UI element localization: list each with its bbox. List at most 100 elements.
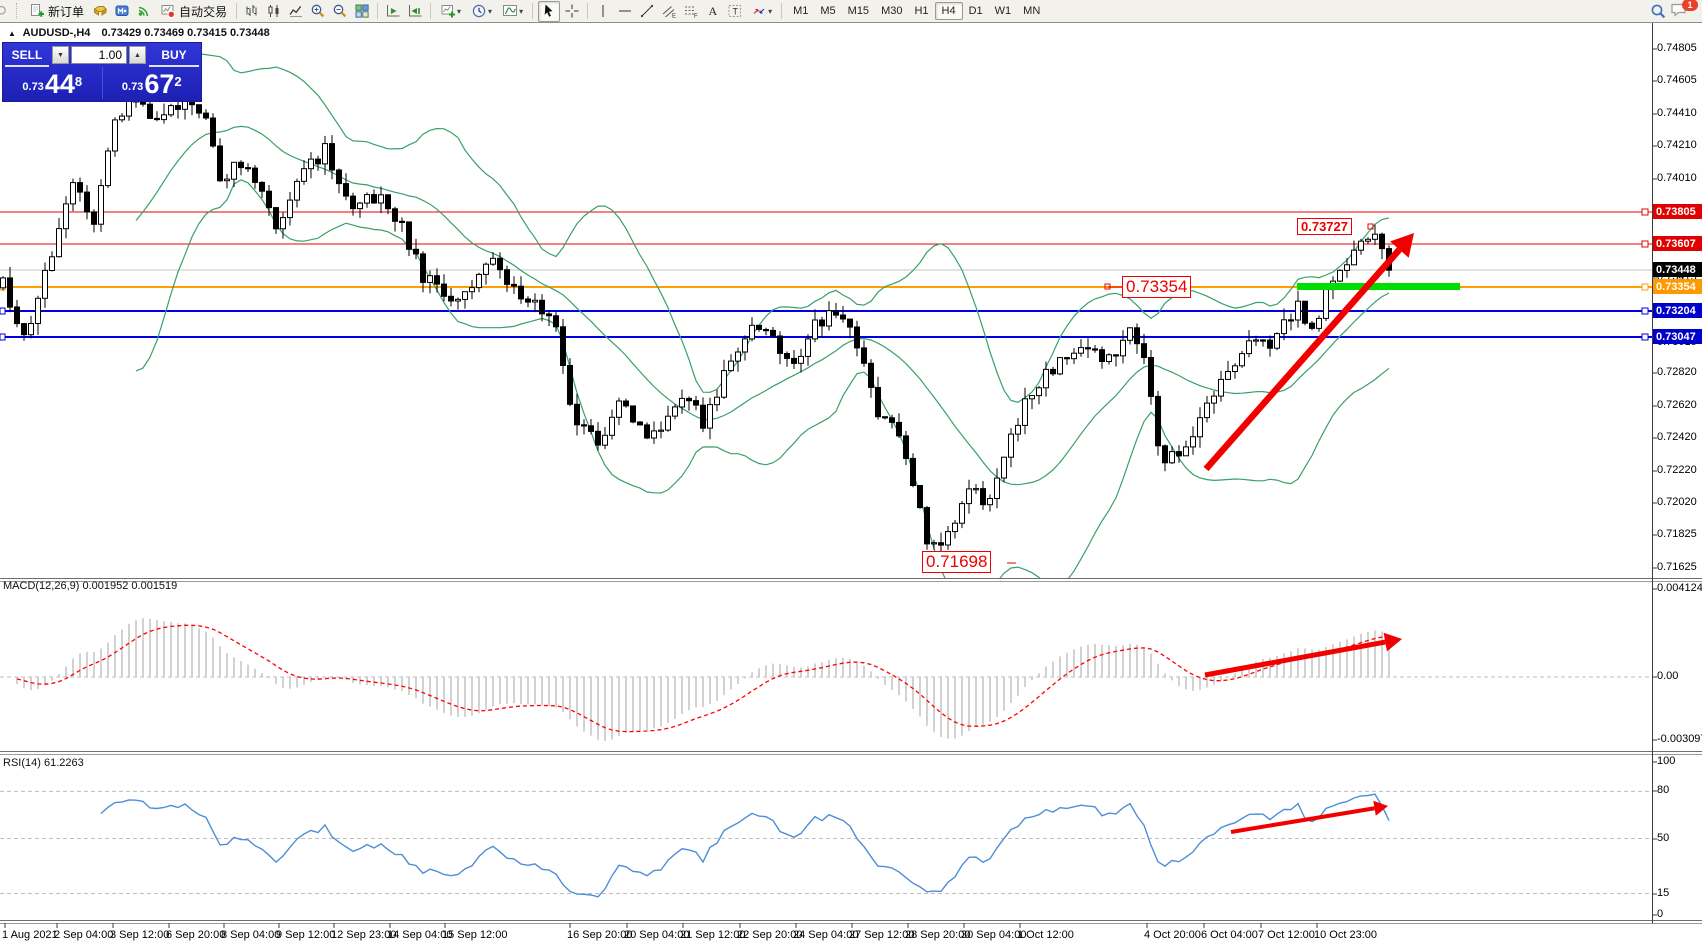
text-icon[interactable]: A [703,2,723,21]
macd-histogram [16,618,1390,741]
date-label: 8 Sep 04:00 [221,929,281,941]
community-icon[interactable] [112,2,132,21]
toolbar-separator [587,3,589,19]
line-chart-icon[interactable] [286,2,306,21]
sell-price-big: 44 [44,69,75,99]
autotrading-icon [161,5,176,19]
price-badge-0.73047: 0.73047 [1653,329,1702,344]
new-order-button[interactable]: 新订单 [25,2,88,21]
bar-chart-icon[interactable] [242,2,262,21]
timeframe-d1[interactable]: D1 [968,5,983,17]
chart-shift-icon[interactable] [405,2,425,21]
auto-trading-button[interactable]: 自动交易 [156,2,231,21]
green-highlight-bar[interactable] [1297,283,1460,290]
date-label: 20 Sep 04:00 [624,929,690,941]
bollinger-bands [135,43,1390,578]
timeframe-w1[interactable]: W1 [994,5,1012,17]
zoom-in-icon[interactable] [308,2,328,21]
toolbar-separator [532,3,534,19]
date-label: 14 Sep 04:00 [387,929,453,941]
trend-arrow[interactable] [1230,800,1388,834]
macd-tick-0.004124: 0.004124 [1657,582,1702,594]
equidistant-channel-icon[interactable]: E [659,2,679,21]
chevron-down-icon: ▾ [488,6,493,16]
trendline-icon[interactable] [637,2,657,21]
price-tick-0.74605: 0.74605 [1657,74,1697,86]
macd-tick--0.003097: -0.003097 [1657,733,1702,745]
buy-price[interactable]: 0.73 67 2 [103,67,202,99]
rsi-line [100,793,1390,898]
search-icon[interactable] [1648,2,1668,21]
svg-text:A: A [709,4,718,18]
sell-price-pip: 8 [74,74,83,89]
arrows-tool-button[interactable]: ▾ [747,2,776,21]
zoom-out-icon[interactable] [330,2,350,21]
text-label-icon[interactable]: T [725,2,745,21]
timeframe-h1[interactable]: H1 [914,5,929,17]
date-label: 9 Sep 12:00 [276,929,336,941]
signal-icon[interactable] [134,2,154,21]
date-label: 15 Sep 12:00 [442,929,508,941]
timeframe-mn[interactable]: MN [1023,5,1041,17]
price-tick-0.71825: 0.71825 [1657,528,1697,540]
notification-badge: 1 [1682,0,1698,11]
new-chart-button[interactable]: ▾ [436,2,465,21]
date-label: 28 Sep 20:00 [905,929,971,941]
price-tick-0.74410: 0.74410 [1657,107,1697,119]
date-label: 7 Oct 12:00 [1258,929,1315,941]
date-label: 10 Oct 23:00 [1314,929,1377,941]
date-label: 6 Oct 04:00 [1201,929,1258,941]
price-callout-0.73354[interactable]: 0.73354 [1122,276,1192,298]
sell-button[interactable]: SELL [5,45,49,67]
date-label: 30 Sep 04:00 [961,929,1027,941]
vertical-line-icon[interactable] [593,2,613,21]
horizontal-line-icon[interactable] [615,2,635,21]
buy-price-big: 67 [144,69,175,99]
gold-cube-icon[interactable] [90,2,110,21]
timeframe-m15[interactable]: M15 [847,5,870,17]
partial-left-icon[interactable] [0,2,12,21]
candle-chart-icon[interactable] [264,2,284,21]
tile-windows-icon[interactable] [352,2,372,21]
chevron-down-icon: ▾ [457,6,462,16]
price-badge-0.73607: 0.73607 [1653,236,1702,251]
timeframe-m30[interactable]: M30 [881,5,903,17]
volume-down-button[interactable]: ▼ [52,46,69,64]
chevron-down-icon: ▾ [519,6,524,16]
cursor-icon[interactable] [538,0,561,22]
price-callout-0.71698[interactable]: 0.71698 [922,551,992,573]
collapse-panel-icon[interactable]: ▲ [8,29,16,38]
price-badge-0.73204: 0.73204 [1653,303,1702,318]
date-label: 22 Sep 20:00 [737,929,803,941]
timeframe-bar: M1 M5 M15 M30 H1 H4 D1 W1 MN [787,2,1046,20]
price-tick-0.72420: 0.72420 [1657,431,1697,443]
profiles-button[interactable]: ▾ [467,2,496,21]
price-callout-0.73727[interactable]: 0.73727 [1297,218,1352,235]
arrows-tool-icon [753,8,765,14]
buy-price-prefix: 0.73 [121,81,144,93]
chat-button[interactable]: 1 [1670,0,1698,21]
trend-arrow[interactable] [1203,233,1414,472]
volume-input[interactable]: 1.00 [71,46,127,64]
timeframe-m1[interactable]: M1 [793,5,809,17]
one-click-trade-panel: SELL ▼ 1.00 ▲ BUY 0.73 44 8 0.73 67 2 [2,42,202,102]
trend-arrow[interactable] [1204,632,1402,678]
auto-scroll-icon[interactable] [383,2,403,21]
indicators-button[interactable]: ▾ [498,2,527,21]
toolbar-separator [377,3,379,19]
sell-price[interactable]: 0.73 44 8 [3,67,102,99]
price-tick-0.72620: 0.72620 [1657,399,1697,411]
chevron-down-icon: ▾ [768,6,773,16]
crosshair-icon[interactable] [562,2,582,21]
rsi-tick-50: 50 [1657,832,1670,844]
volume-up-button[interactable]: ▲ [129,46,146,64]
toolbar-separator [236,3,238,19]
symbol-period-label: AUDUSD-,H4 [22,27,91,39]
buy-button[interactable]: BUY [149,45,199,67]
new-chart-icon [441,5,456,18]
timeframe-m5[interactable]: M5 [820,5,836,17]
timeframe-h4[interactable]: H4 [934,2,963,20]
fibonacci-icon[interactable]: F [681,2,701,21]
